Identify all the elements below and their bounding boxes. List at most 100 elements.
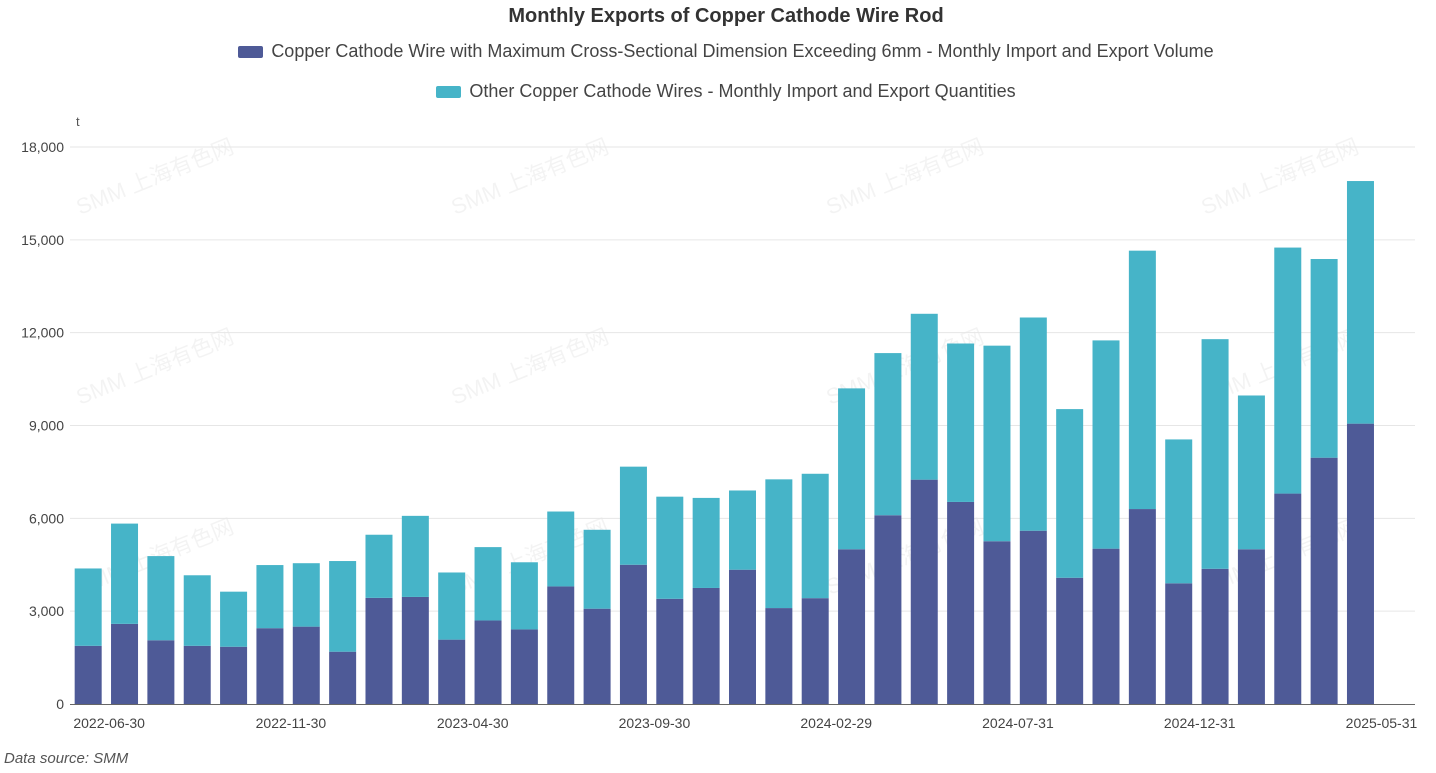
bar-series-2 [801, 473, 829, 599]
bar-series-2 [292, 563, 320, 627]
bar-series-2 [983, 345, 1011, 542]
bar-series-2 [1019, 317, 1047, 531]
legend-swatch-series-2 [436, 85, 462, 98]
bar-series-1 [474, 620, 502, 704]
bar-series-2 [729, 490, 756, 570]
bar-series-1 [1274, 493, 1302, 704]
y-tick-label: 18,000 [21, 139, 64, 155]
bar-series-2 [910, 313, 938, 480]
bar-series-2 [547, 511, 575, 587]
bar-series-2 [1092, 340, 1120, 549]
bar-series-1 [1165, 583, 1193, 704]
bar-series-2 [692, 497, 720, 588]
x-tick-label: 2022-06-30 [73, 715, 145, 731]
legend-label-series-1: Copper Cathode Wire with Maximum Cross-S… [271, 41, 1214, 61]
bar-series-1 [292, 626, 320, 704]
bar-series-1 [1346, 423, 1374, 704]
bar-series-1 [547, 586, 575, 704]
bar-series-2 [1346, 181, 1374, 424]
y-axis-unit: t [76, 114, 80, 129]
bar-series-2 [1237, 395, 1265, 550]
chart-title: Monthly Exports of Copper Cathode Wire R… [508, 5, 944, 27]
watermark-text: SMM 上海有色网 [448, 324, 613, 410]
x-tick-label: 2022-11-30 [256, 715, 327, 731]
bar-series-1 [656, 598, 684, 704]
bar-series-2 [765, 479, 793, 609]
bar-series-1 [256, 628, 284, 704]
x-tick-label: 2024-02-29 [800, 715, 872, 731]
bar-series-2 [1056, 409, 1084, 578]
bar-series-2 [329, 561, 357, 652]
bar-series-1 [438, 639, 466, 704]
bar-series-1 [838, 549, 866, 704]
legend-item-series-1[interactable]: Copper Cathode Wire with Maximum Cross-S… [238, 41, 1214, 62]
y-tick-label: 15,000 [21, 232, 64, 248]
bar-series-2 [583, 529, 611, 609]
bar-series-1 [619, 564, 647, 704]
bar-series-1 [329, 651, 357, 704]
bar-series-2 [401, 515, 429, 597]
bar-series-2 [510, 562, 538, 630]
bar-series-2 [947, 343, 975, 502]
bar-series-2 [438, 572, 466, 640]
bar-series-1 [401, 596, 429, 704]
bar-series-1 [1201, 568, 1229, 704]
bar-series-2 [183, 575, 211, 646]
x-tick-label: 2024-12-31 [1164, 715, 1236, 731]
bar-series-1 [365, 597, 393, 704]
bar-series-2 [1274, 247, 1302, 494]
bar-series-2 [874, 353, 902, 516]
bar-series-1 [947, 501, 975, 704]
bar-series-2 [656, 496, 684, 599]
bar-series-2 [147, 556, 175, 641]
bar-series-2 [619, 466, 647, 565]
bar-series-1 [220, 646, 248, 704]
bar-series-1 [1092, 548, 1120, 704]
bar-series-1 [147, 640, 175, 704]
bar-series-2 [1128, 250, 1156, 510]
bar-series-1 [910, 479, 938, 704]
legend-row-1: Copper Cathode Wire with Maximum Cross-S… [0, 41, 1436, 62]
bar-series-1 [1128, 509, 1156, 704]
y-tick-label: 9,000 [29, 418, 64, 434]
bar-series-1 [1019, 530, 1047, 704]
bar-series-1 [1056, 577, 1084, 704]
x-tick-label: 2025-05-31 [1346, 715, 1418, 731]
bar-series-2 [74, 568, 102, 646]
x-tick-label: 2023-09-30 [619, 715, 691, 731]
y-tick-label: 6,000 [29, 510, 64, 526]
legend-row-2: Other Copper Cathode Wires - Monthly Imp… [0, 81, 1436, 102]
bar-series-2 [838, 388, 866, 550]
bar-series-1 [801, 598, 829, 704]
bar-series-1 [874, 515, 902, 704]
bar-series-2 [365, 534, 393, 598]
bar-series-1 [692, 587, 720, 704]
data-source-note: Data source: SMM [4, 750, 129, 767]
bar-series-2 [1201, 339, 1229, 569]
bar-series-1 [111, 623, 139, 704]
bar-series-1 [983, 541, 1011, 704]
bar-series-1 [765, 608, 793, 704]
bar-series-2 [474, 547, 502, 621]
legend-swatch-series-1 [238, 45, 264, 58]
bar-series-1 [1237, 549, 1265, 704]
bar-series-1 [1310, 457, 1338, 704]
bar-series-1 [510, 629, 538, 704]
bar-series-1 [74, 645, 102, 704]
bar-series-2 [1310, 259, 1338, 458]
bar-series-2 [111, 523, 139, 624]
y-tick-label: 0 [56, 696, 64, 712]
bar-series-1 [583, 608, 611, 704]
x-tick-label: 2023-04-30 [437, 715, 509, 731]
bar-series-1 [183, 645, 211, 704]
legend-label-series-2: Other Copper Cathode Wires - Monthly Imp… [469, 81, 1016, 101]
x-tick-label: 2024-07-31 [982, 715, 1054, 731]
y-tick-label: 12,000 [21, 325, 64, 341]
y-tick-label: 3,000 [29, 603, 64, 619]
legend-item-series-2[interactable]: Other Copper Cathode Wires - Monthly Imp… [436, 81, 1016, 102]
watermark-text: SMM 上海有色网 [73, 324, 238, 410]
bar-series-2 [1165, 439, 1193, 584]
bar-series-2 [256, 565, 284, 629]
bar-series-1 [729, 569, 756, 704]
